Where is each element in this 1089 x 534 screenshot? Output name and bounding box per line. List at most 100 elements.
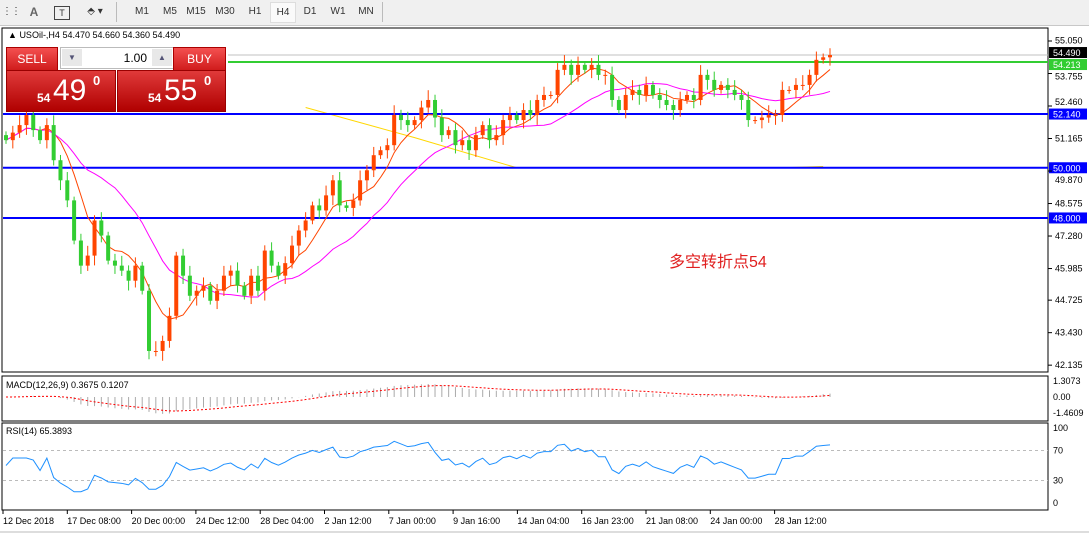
- price-tick-label: 51.165: [1055, 134, 1083, 144]
- candle-body: [99, 220, 104, 236]
- timeframe-h4[interactable]: H4: [270, 2, 296, 23]
- rsi-line: [5, 440, 831, 493]
- bid-price-tag: [1049, 47, 1087, 59]
- candle-body: [10, 132, 15, 141]
- buy-price-prefix: 54: [148, 91, 162, 105]
- price-tick-label: 42.135: [1055, 360, 1083, 370]
- candle-body: [821, 57, 826, 60]
- buy-price-box[interactable]: 54 55 0: [117, 70, 226, 112]
- candle-body: [616, 99, 621, 111]
- candle-body: [310, 205, 315, 221]
- candle-body: [637, 89, 642, 95]
- candle-body: [623, 94, 628, 111]
- candle-body: [65, 180, 70, 201]
- decrease-volume-icon[interactable]: ▼: [62, 49, 82, 66]
- symbol-label: USOil-,H4: [19, 30, 60, 40]
- candle-body: [753, 120, 758, 122]
- text-icon[interactable]: A: [29, 5, 39, 19]
- candle-body: [814, 59, 819, 75]
- price-tag-52.140-label: 52.140: [1053, 110, 1081, 120]
- candle-body: [439, 117, 444, 136]
- rsi-panel: [1, 422, 1049, 511]
- fibonacci-icon[interactable]: ⋮⋮: [2, 6, 21, 17]
- candle-body: [385, 145, 390, 151]
- chart-annotation: 多空转折点54: [669, 254, 767, 271]
- candle-body: [507, 115, 512, 121]
- candle-body: [187, 275, 192, 296]
- candle-body: [276, 265, 281, 276]
- timeframe-m5[interactable]: M5: [163, 6, 177, 17]
- candle-body: [174, 255, 179, 316]
- timeframe-m15[interactable]: M15: [186, 6, 206, 17]
- buy-button[interactable]: BUY: [173, 47, 226, 71]
- candle-body: [405, 120, 410, 126]
- volume-value[interactable]: 1.00: [123, 51, 147, 65]
- price-tag-54.213: [1049, 59, 1087, 71]
- candle-body: [759, 117, 764, 121]
- ohlc-values: 54.470 54.660 54.360 54.490: [62, 30, 181, 40]
- increase-volume-icon[interactable]: ▲: [152, 49, 172, 66]
- timeframe-m30[interactable]: M30: [215, 6, 235, 17]
- candle-body: [644, 84, 649, 95]
- timeframe-m1[interactable]: M1: [135, 6, 149, 17]
- candle-body: [112, 260, 117, 266]
- candle-body: [208, 285, 213, 301]
- candle-body: [562, 64, 567, 70]
- candle-body: [147, 290, 152, 351]
- timeframe-d1[interactable]: D1: [303, 6, 317, 17]
- time-label: 17 Dec 08:00: [67, 516, 121, 526]
- candle-body: [732, 89, 737, 95]
- macd-tick-label: -1.4609: [1053, 408, 1084, 418]
- collapse-triangle-icon[interactable]: ▲: [8, 30, 17, 40]
- price-tag-48.000: [1049, 212, 1087, 224]
- time-label: 28 Dec 04:00: [260, 516, 314, 526]
- candle-body: [576, 64, 581, 75]
- arrows-icon[interactable]: ⬘ ▾: [87, 6, 103, 17]
- candle-body: [194, 290, 199, 296]
- candle-body: [221, 275, 226, 291]
- text-label-icon[interactable]: T: [54, 6, 70, 20]
- candle-body: [494, 135, 499, 141]
- rsi-tick-label: 0: [1053, 498, 1058, 508]
- price-tag-48.000-label: 48.000: [1053, 213, 1081, 223]
- candle-body: [589, 64, 594, 70]
- candle-body: [719, 84, 724, 90]
- candle-body: [160, 340, 165, 351]
- time-label: 12 Dec 2018: [3, 516, 54, 526]
- candle-body: [528, 110, 533, 116]
- candle-body: [419, 107, 424, 121]
- candle-body: [181, 255, 186, 276]
- ma-mid-line: [5, 82, 831, 298]
- timeframe-h1[interactable]: H1: [248, 6, 262, 17]
- main-panel: [1, 27, 1049, 373]
- candle-body: [337, 180, 342, 206]
- timeframe-mn[interactable]: MN: [358, 6, 374, 17]
- candle-body: [460, 140, 465, 146]
- candle-body: [242, 285, 247, 296]
- volume-input[interactable]: ▼ 1.00 ▲: [60, 47, 174, 69]
- timeframe-w1[interactable]: W1: [330, 6, 346, 17]
- sell-price-box[interactable]: 54 49 0: [6, 70, 116, 112]
- candle-body: [807, 74, 812, 85]
- candle-body: [303, 220, 308, 231]
- candle-body: [766, 115, 771, 118]
- candle-body: [487, 125, 492, 141]
- candle-body: [378, 150, 383, 156]
- price-tag-50.000: [1049, 162, 1087, 174]
- bid-price-tag-label: 54.490: [1053, 48, 1081, 58]
- time-label: 16 Jan 23:00: [582, 516, 634, 526]
- macd-panel: [1, 375, 1049, 422]
- time-label: 9 Jan 16:00: [453, 516, 500, 526]
- candle-body: [153, 350, 158, 352]
- sell-button[interactable]: SELL: [6, 47, 58, 71]
- one-click-trading-panel: SELL ▼ 1.00 ▲ BUY 54 49 0 54 55 0: [6, 47, 226, 112]
- candle-body: [473, 135, 478, 151]
- candle-body: [453, 130, 458, 146]
- candle-body: [119, 265, 124, 271]
- candle-body: [610, 74, 615, 100]
- candle-body: [412, 120, 417, 126]
- time-label: 24 Dec 12:00: [196, 516, 250, 526]
- candle-body: [290, 245, 295, 264]
- candle-body: [480, 125, 485, 136]
